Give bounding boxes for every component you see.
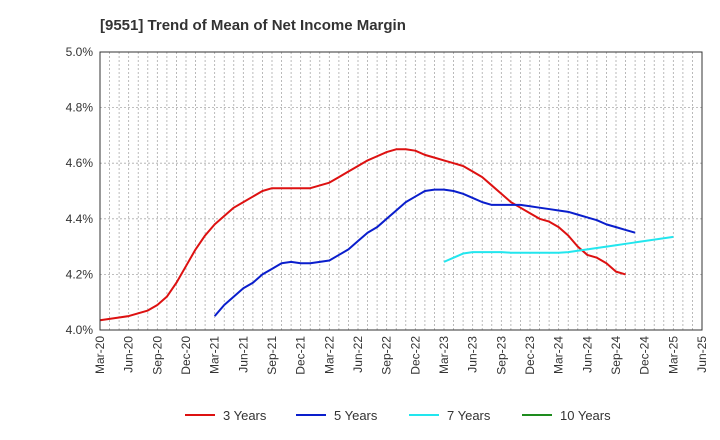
x-tick-label: Sep-20 bbox=[150, 336, 164, 375]
x-tick-label: Sep-23 bbox=[494, 336, 508, 375]
y-tick-label: 4.4% bbox=[66, 212, 94, 226]
x-tick-label: Mar-25 bbox=[666, 336, 680, 374]
x-tick-label: Sep-22 bbox=[380, 336, 394, 375]
x-tick-label: Jun-21 bbox=[236, 336, 250, 373]
grid-lines bbox=[100, 52, 702, 330]
legend: 3 Years 5 Years 7 Years 10 Years bbox=[185, 408, 611, 423]
plot-border bbox=[99, 51, 703, 331]
x-tick-label: Jun-25 bbox=[695, 336, 709, 373]
x-tick-label: Sep-21 bbox=[265, 336, 279, 375]
y-tick-label: 4.0% bbox=[66, 323, 94, 337]
x-tick-label: Dec-23 bbox=[523, 336, 537, 375]
x-tick-label: Dec-21 bbox=[294, 336, 308, 375]
x-tick-label: Sep-24 bbox=[609, 336, 623, 375]
y-tick-label: 4.8% bbox=[66, 101, 94, 115]
series-line-5-years bbox=[213, 188, 636, 317]
x-tick-label: Dec-24 bbox=[638, 336, 652, 375]
legend-label: 7 Years bbox=[447, 408, 491, 423]
series-line-3-years bbox=[99, 148, 626, 322]
x-tick-label: Jun-23 bbox=[466, 336, 480, 373]
chart-title: [9551] Trend of Mean of Net Income Margi… bbox=[100, 17, 406, 34]
x-tick-label: Mar-23 bbox=[437, 336, 451, 374]
series-lines bbox=[99, 148, 674, 322]
x-tick-label: Mar-24 bbox=[552, 336, 566, 374]
y-tick-label: 4.6% bbox=[66, 156, 94, 170]
x-tick-label: Dec-20 bbox=[179, 336, 193, 375]
y-axis-tick-labels: 4.0% 4.2% 4.4% 4.6% 4.8% 5.0% bbox=[66, 45, 94, 337]
y-tick-label: 5.0% bbox=[66, 45, 94, 59]
x-tick-label: Dec-22 bbox=[408, 336, 422, 375]
x-tick-label: Mar-20 bbox=[93, 336, 107, 374]
x-tick-label: Jun-20 bbox=[122, 336, 136, 373]
legend-label: 3 Years bbox=[223, 408, 267, 423]
series-line-7-years bbox=[443, 235, 674, 263]
x-tick-label: Jun-22 bbox=[351, 336, 365, 373]
x-tick-label: Mar-21 bbox=[208, 336, 222, 374]
x-tick-label: Mar-22 bbox=[322, 336, 336, 374]
legend-label: 5 Years bbox=[334, 408, 378, 423]
x-axis-tick-labels: Mar-20 Jun-20 Sep-20 Dec-20 Mar-21 Jun-21 Sep-… bbox=[93, 336, 709, 375]
y-tick-label: 4.2% bbox=[66, 267, 94, 281]
legend-label: 10 Years bbox=[560, 408, 611, 423]
x-tick-label: Jun-24 bbox=[580, 336, 594, 373]
